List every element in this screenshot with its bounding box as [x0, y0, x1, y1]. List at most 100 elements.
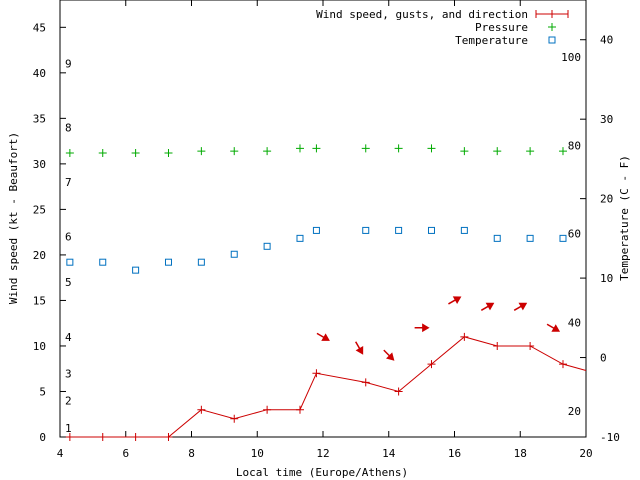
- temperature-point: [132, 266, 140, 274]
- y-left-tick-label: 40: [33, 67, 46, 80]
- wind-arrow-head: [518, 302, 528, 311]
- legend: Wind speed, gusts, and direction Pressur…: [316, 8, 569, 47]
- fahrenheit-scale-labels: 20 40 60 80 100: [561, 51, 581, 418]
- wind-speed-point: [263, 405, 272, 414]
- y-left-tick-label: 45: [33, 21, 46, 34]
- y-left-tick-label: 15: [33, 294, 46, 307]
- y-left-tick-label: 20: [33, 249, 46, 262]
- y-left-tick-label: 35: [33, 112, 46, 125]
- y-right-tick-label: 10: [600, 272, 613, 285]
- y-axis-right: -10 0 10 20 30 40: [580, 34, 620, 444]
- x-tick-label: 12: [316, 447, 329, 460]
- x-tick-label: 14: [382, 447, 396, 460]
- pressure-point: [131, 148, 140, 157]
- y-left-tick-label: 30: [33, 158, 46, 171]
- pressure-point: [230, 147, 239, 156]
- fahrenheit-label: 60: [568, 228, 581, 241]
- temperature-point: [230, 250, 238, 258]
- wind-speed-point: [65, 433, 74, 441]
- legend-wind-symbol: [535, 10, 569, 18]
- wind-speed-point: [394, 387, 403, 396]
- wind-direction-arrow: [513, 302, 528, 311]
- y-right-tick-label: 20: [600, 193, 613, 206]
- y-axis-left: 0 5 10 15 20 25 30 35 40 45: [33, 21, 66, 444]
- wind-arrow-head: [452, 296, 462, 304]
- pressure-point: [361, 144, 370, 153]
- wind-speed-line: [69, 336, 587, 438]
- legend-pressure-label: Pressure: [475, 21, 528, 34]
- pressure-point: [558, 147, 567, 156]
- beaufort-label: 7: [65, 176, 72, 189]
- wind-arrow-head: [485, 302, 495, 311]
- temperature-point: [460, 226, 468, 234]
- temperature-point: [559, 234, 567, 242]
- legend-pressure-symbol: [548, 23, 556, 31]
- wind-direction-arrow: [316, 332, 330, 341]
- wind-direction-arrow: [383, 349, 395, 361]
- temperature-point: [362, 226, 370, 234]
- pressure-series: [65, 144, 567, 157]
- legend-wind-marker: [535, 10, 569, 18]
- wind-direction-arrow: [355, 341, 364, 355]
- wind-speed-point: [427, 360, 436, 369]
- y-axis-right-label: Temperature (C - F): [618, 155, 631, 281]
- temperature-point: [395, 226, 403, 234]
- y-left-tick-label: 25: [33, 203, 46, 216]
- beaufort-scale-labels: 1 2 3 4 5 6 7 8 9: [65, 58, 72, 435]
- pressure-point: [312, 144, 321, 153]
- temperature-series: [66, 226, 567, 274]
- wind-speed-point: [230, 414, 239, 423]
- y-left-tick-label: 0: [39, 431, 46, 444]
- wind-speed-point: [460, 332, 469, 341]
- wind-series: [65, 332, 587, 441]
- wind-speed-point: [197, 405, 206, 414]
- legend-temperature-label: Temperature: [455, 34, 528, 47]
- x-tick-label: 8: [188, 447, 195, 460]
- beaufort-label: 8: [65, 121, 72, 134]
- beaufort-label: 6: [65, 231, 72, 244]
- beaufort-label: 5: [65, 276, 72, 289]
- temperature-point: [66, 258, 74, 266]
- legend-wind-label: Wind speed, gusts, and direction: [316, 8, 528, 21]
- wind-speed-point: [493, 341, 502, 350]
- legend-temperature-marker: [548, 36, 556, 44]
- y-right-tick-label: 40: [600, 34, 613, 47]
- temperature-point: [263, 242, 271, 250]
- beaufort-label: 9: [65, 58, 72, 71]
- fahrenheit-label: 100: [561, 51, 581, 64]
- legend-temperature-symbol: [548, 36, 556, 44]
- y-right-tick-label: 30: [600, 113, 613, 126]
- y-right-tick-label: 0: [600, 352, 607, 365]
- fahrenheit-label: 40: [568, 317, 581, 330]
- wind-speed-point: [312, 369, 321, 378]
- wind-speed-point: [295, 405, 304, 414]
- wind-arrow-head: [355, 346, 364, 355]
- temperature-point: [493, 234, 501, 242]
- pressure-point: [98, 148, 107, 157]
- wind-arrow-head: [321, 333, 330, 341]
- pressure-point: [197, 147, 206, 156]
- wind-direction-arrows: [316, 296, 561, 361]
- pressure-point: [460, 147, 469, 156]
- pressure-point: [526, 147, 535, 156]
- plot-area-frame: [59, 0, 587, 438]
- y-right-tick-label: -10: [600, 431, 620, 444]
- legend-pressure-marker: [548, 23, 556, 31]
- fahrenheit-label: 20: [568, 405, 581, 418]
- x-tick-label: 18: [514, 447, 527, 460]
- wind-arrow-head: [386, 352, 395, 361]
- temperature-point: [164, 258, 172, 266]
- pressure-point: [295, 144, 304, 153]
- wind-direction-arrow: [546, 323, 561, 332]
- wind-speed-point: [558, 360, 567, 369]
- pressure-point: [65, 148, 74, 157]
- x-tick-label: 10: [251, 447, 264, 460]
- y-left-tick-label: 5: [39, 385, 46, 398]
- pressure-point: [263, 147, 272, 156]
- temperature-point: [296, 234, 304, 242]
- wind-arrow-head: [551, 324, 561, 332]
- x-axis-label: Local time (Europe/Athens): [236, 466, 408, 479]
- beaufort-label: 3: [65, 367, 72, 380]
- y-left-tick-label: 10: [33, 340, 46, 353]
